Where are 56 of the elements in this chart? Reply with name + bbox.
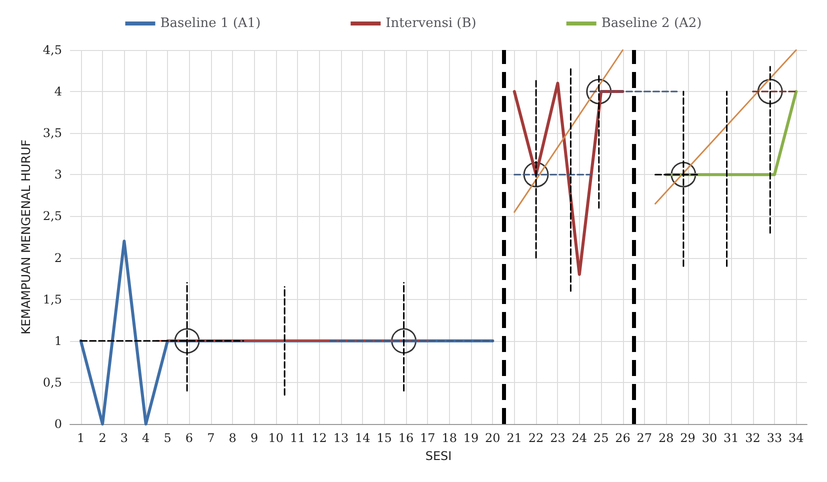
y-axis-title: KEMAMPUAN MENGENAL HURUF	[19, 140, 33, 334]
x-tick-label: 2	[98, 431, 106, 445]
x-tick-label: 24	[572, 431, 588, 445]
x-tick-label: 14	[354, 431, 371, 445]
point	[174, 328, 200, 354]
x-tick-label: 15	[376, 431, 392, 445]
x-tick-label: 31	[723, 431, 739, 445]
x-tick-label: 21	[506, 431, 522, 445]
y-tick-label: 1,5	[42, 292, 62, 306]
x-tick-label: 29	[680, 431, 696, 445]
x-tick-label: 17	[420, 431, 436, 445]
x-tick-label: 28	[658, 431, 674, 445]
x-tick-label: 11	[290, 431, 306, 445]
legend-label: Intervensi (B)	[386, 16, 476, 31]
x-tick-label: 1	[77, 431, 85, 445]
y-tick-label: 4,5	[42, 43, 62, 57]
point	[523, 162, 549, 188]
x-tick-label: 6	[185, 431, 194, 445]
y-tick-label: 0,5	[42, 375, 62, 390]
x-tick-label: 10	[268, 431, 284, 445]
x-tick-label: 34	[788, 431, 804, 445]
x-tick-label: 33	[766, 431, 782, 445]
x-tick-label: 27	[636, 431, 652, 445]
y-tick-label: 4	[54, 84, 62, 99]
x-tick-label: 7	[207, 431, 215, 445]
y-tick-label: 2	[54, 250, 62, 265]
x-tick-label: 26	[615, 431, 630, 445]
x-tick-label: 9	[250, 431, 258, 445]
x-tick-label: 19	[463, 431, 479, 445]
x-tick-label: 8	[228, 431, 236, 445]
x-tick-label: 22	[528, 431, 544, 445]
legend-label: Baseline 1 (A1)	[160, 16, 261, 31]
point	[757, 78, 783, 104]
y-tick-label: 0	[54, 417, 62, 431]
x-tick-label: 5	[164, 431, 172, 445]
legend-label: Baseline 2 (A2)	[601, 16, 702, 31]
x-tick-label: 12	[312, 431, 327, 445]
point	[391, 328, 417, 354]
x-tick-label: 18	[442, 431, 457, 445]
line-series	[512, 82, 624, 276]
y-tick-label: 3,5	[42, 126, 62, 140]
x-tick-label: 30	[702, 431, 718, 445]
y-tick-label: 1	[54, 334, 62, 348]
point	[670, 162, 696, 188]
x-tick-label: 25	[593, 431, 609, 445]
y-tick-label: 3	[54, 168, 62, 182]
x-tick-label: 32	[745, 431, 760, 445]
x-tick-label: 4	[142, 431, 150, 445]
x-tick-label: 23	[550, 431, 566, 445]
x-tick-label: 20	[485, 431, 500, 445]
x-tick-label: 13	[333, 431, 349, 445]
y-tick-label: 2,5	[42, 209, 62, 224]
x-tick-label: 3	[120, 431, 128, 445]
x-axis-title: SESI	[425, 449, 452, 463]
x-tick-label: 16	[398, 431, 414, 445]
point	[586, 78, 612, 104]
